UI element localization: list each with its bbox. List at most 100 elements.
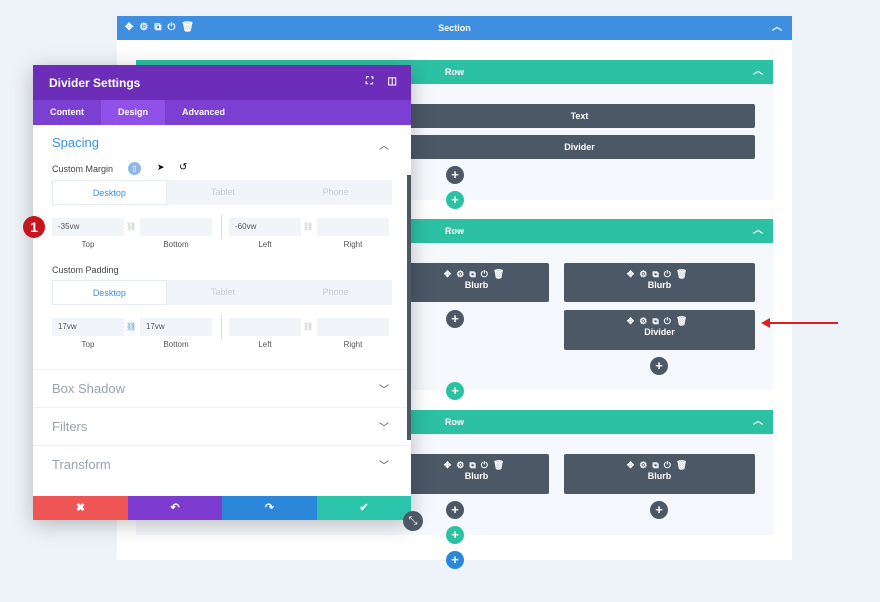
reset-icon[interactable]: ↺ — [179, 162, 188, 173]
divider-line — [221, 215, 222, 239]
link-icon[interactable]: ⛓ — [126, 222, 137, 231]
margin-device-tabs: Desktop Tablet Phone — [52, 180, 392, 205]
module-text[interactable]: Text — [404, 104, 755, 128]
caption-top: Top — [81, 240, 95, 249]
fullscreen-icon[interactable]: ⛶ — [366, 76, 373, 87]
module-toolbar-icons[interactable]: ✥⚙⧉⏻🗑 — [626, 460, 693, 470]
chevron-up-icon[interactable]: ︿ — [753, 66, 763, 77]
save-button[interactable]: ✔ — [317, 496, 411, 520]
margin-right-input[interactable] — [317, 218, 389, 236]
padding-left-input[interactable] — [229, 318, 301, 336]
divider-settings-panel: Divider Settings ⛶ ◫ Content Design Adva… — [23, 65, 411, 520]
hover-pointer-icon[interactable]: ➤ — [157, 162, 165, 172]
padding-right-input[interactable] — [317, 318, 389, 336]
module-toolbar-icons[interactable]: ✥⚙⧉⏻🗑 — [626, 269, 693, 279]
padding-top-input[interactable]: 17vw — [52, 318, 124, 336]
chevron-up-icon[interactable]: ︿ — [753, 225, 763, 236]
tab-design[interactable]: Design — [101, 100, 166, 125]
caption-right: Right — [343, 340, 363, 349]
cancel-button[interactable]: ✖ — [33, 496, 128, 520]
transform-section[interactable]: Transform ﹀ — [33, 445, 411, 483]
custom-margin-label: Custom Margin — [52, 164, 114, 174]
module-blurb[interactable]: ✥⚙⧉⏻🗑 Blurb — [564, 454, 755, 494]
section-toolbar-icons[interactable]: ✥⚙⧉⏻🗑 — [125, 22, 201, 33]
module-divider[interactable]: ✥⚙⧉⏻🗑 Divider — [564, 310, 755, 350]
row-title: Row — [445, 417, 464, 427]
tab-advanced[interactable]: Advanced — [182, 107, 226, 117]
section-label: Filters — [52, 419, 88, 434]
module-blurb[interactable]: ✥⚙⧉⏻🗑 Blurb — [404, 454, 549, 494]
row-title: Row — [445, 226, 464, 236]
box-shadow-section[interactable]: Box Shadow ﹀ — [33, 369, 411, 407]
chevron-down-icon: ﹀ — [379, 423, 389, 434]
module-toolbar-icons[interactable]: ✥⚙⧉⏻🗑 — [626, 316, 693, 326]
caption-top: Top — [81, 340, 95, 349]
add-row-button[interactable]: + — [446, 382, 464, 400]
margin-top-input[interactable]: -35vw — [52, 218, 124, 236]
section-label: Transform — [52, 457, 111, 472]
undo-button[interactable]: ↶ — [128, 496, 222, 520]
module-label: Blurb — [464, 280, 489, 290]
caption-bottom: Bottom — [163, 340, 189, 349]
link-icon[interactable]: ⛓ — [303, 222, 314, 231]
add-module-button[interactable]: + — [446, 166, 464, 184]
spacing-heading[interactable]: Spacing — [52, 135, 99, 150]
caption-bottom: Bottom — [163, 240, 189, 249]
module-toolbar-icons[interactable]: ✥⚙⧉⏻🗑 — [443, 460, 510, 470]
row-title: Row — [445, 67, 464, 77]
panel-header[interactable]: Divider Settings ⛶ ◫ — [33, 65, 411, 100]
annotation-arrow — [766, 322, 838, 324]
divider-line — [221, 315, 222, 339]
sidebar-toggle-icon[interactable]: ◫ — [387, 76, 397, 87]
caption-left: Left — [258, 340, 272, 349]
add-module-button[interactable]: + — [650, 501, 668, 519]
section-header[interactable]: ✥⚙⧉⏻🗑 Section ︿ — [117, 16, 792, 40]
device-tablet[interactable]: Tablet — [210, 187, 236, 197]
module-blurb[interactable]: ✥⚙⧉⏻🗑 Blurb — [564, 263, 755, 302]
add-module-button[interactable]: + — [650, 357, 668, 375]
margin-left-input[interactable]: -60vw — [229, 218, 301, 236]
chevron-down-icon: ﹀ — [379, 461, 389, 472]
margin-bottom-input[interactable] — [140, 218, 212, 236]
redo-button[interactable]: ↷ — [222, 496, 317, 520]
padding-bottom-input[interactable]: 17vw — [140, 318, 212, 336]
add-module-button[interactable]: + — [446, 501, 464, 519]
custom-padding-label: Custom Padding — [52, 265, 119, 275]
caption-left: Left — [258, 240, 272, 249]
filters-section[interactable]: Filters ﹀ — [33, 407, 411, 445]
arrow-head-icon — [761, 318, 770, 328]
tab-content[interactable]: Content — [50, 107, 84, 117]
link-icon[interactable]: ⛓ — [303, 322, 314, 331]
section-title: Section — [438, 23, 471, 33]
padding-device-tabs: Desktop Tablet Phone — [52, 280, 392, 305]
module-label: Blurb — [647, 471, 672, 481]
resize-handle-icon[interactable]: ⤡ — [403, 511, 423, 531]
device-desktop[interactable]: Desktop — [52, 280, 167, 305]
chevron-up-icon[interactable]: ︿ — [772, 22, 782, 33]
module-blurb[interactable]: ✥⚙⧉⏻🗑 Blurb — [404, 263, 549, 302]
panel-title: Divider Settings — [49, 76, 141, 90]
device-desktop[interactable]: Desktop — [52, 180, 167, 205]
module-divider[interactable]: Divider — [404, 135, 755, 159]
module-label: Blurb — [464, 471, 489, 481]
scrollbar[interactable] — [407, 175, 411, 440]
step-badge: 1 — [23, 216, 45, 238]
device-tablet[interactable]: Tablet — [210, 287, 236, 297]
chevron-up-icon[interactable]: ︿ — [379, 141, 389, 152]
add-section-button[interactable]: + — [446, 551, 464, 569]
module-label: Divider — [644, 327, 675, 337]
add-module-button[interactable]: + — [446, 310, 464, 328]
section-label: Box Shadow — [52, 381, 125, 396]
device-phone[interactable]: Phone — [322, 187, 349, 197]
chevron-up-icon[interactable]: ︿ — [753, 416, 763, 427]
caption-right: Right — [343, 240, 363, 249]
link-active-icon[interactable]: ⛓ — [126, 322, 137, 331]
module-label: Blurb — [647, 280, 672, 290]
module-toolbar-icons[interactable]: ✥⚙⧉⏻🗑 — [443, 269, 510, 279]
panel-tabs: Content Design Advanced — [33, 100, 411, 125]
add-row-button[interactable]: + — [446, 191, 464, 209]
device-phone[interactable]: Phone — [322, 287, 349, 297]
responsive-icon[interactable]: ▯ — [128, 162, 141, 175]
add-row-button[interactable]: + — [446, 526, 464, 544]
chevron-down-icon: ﹀ — [379, 385, 389, 396]
